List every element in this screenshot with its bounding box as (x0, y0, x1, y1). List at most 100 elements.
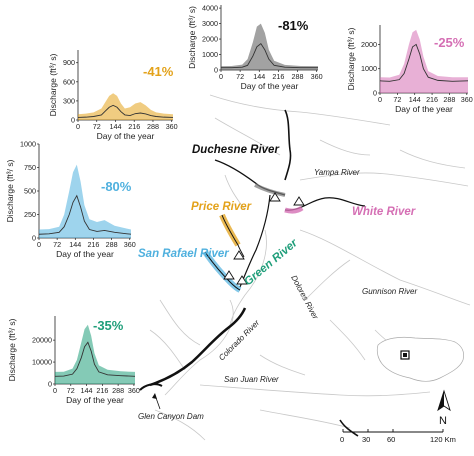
y-tick-label: 10000 (32, 358, 52, 367)
us-inset-map (376, 336, 464, 382)
median-line (221, 43, 318, 69)
gauge-triangle (269, 192, 281, 202)
study-area-fill (403, 353, 407, 357)
y-tick-label: 1000 (202, 50, 218, 59)
us-outline (376, 336, 464, 382)
median-line (77, 104, 174, 118)
study-area-box (400, 350, 410, 360)
white-river-gauge-band (284, 205, 304, 214)
x-tick-label: 0 (378, 95, 382, 104)
x-axis-label: Day of the year (395, 104, 453, 114)
label-san-rafael: San Rafael River (138, 248, 229, 260)
label-yampa: Yampa River (314, 168, 360, 177)
green-river-line (239, 194, 271, 288)
label-gunnison: Gunnison River (362, 287, 417, 296)
y-tick-label: 300 (63, 96, 75, 105)
x-tick-label: 360 (166, 122, 178, 131)
label-san-juan: San Juan River (224, 375, 279, 384)
san-rafael-river-line (204, 251, 241, 291)
x-axis-label: Day of the year (56, 249, 114, 259)
x-tick-label: 216 (96, 386, 108, 395)
y-tick-label: 2000 (361, 40, 377, 49)
median-line (379, 43, 469, 82)
discharge-band (221, 23, 318, 71)
y-tick-label: 1000 (20, 140, 36, 149)
y-tick-label: 0 (32, 234, 36, 243)
x-tick-label: 216 (272, 72, 284, 81)
x-tick-label: 360 (311, 72, 323, 81)
x-tick-label: 72 (93, 122, 101, 131)
x-tick-label: 144 (253, 72, 265, 81)
y-tick-label: 20000 (32, 336, 52, 345)
label-colorado: Colorado River (217, 318, 261, 362)
percent-change-label: -41% (143, 64, 174, 79)
x-tick-label: 288 (292, 72, 304, 81)
x-tick-label: 360 (461, 95, 473, 104)
x-tick-label: 216 (87, 240, 99, 249)
label-white: White River (352, 206, 416, 218)
x-tick-label: 216 (426, 95, 438, 104)
label-duchesne: Duchesne River (192, 144, 279, 156)
lake-powell-south (139, 383, 163, 391)
duchesne-upper-line (284, 109, 292, 181)
y-tick-label: 0 (71, 116, 75, 125)
percent-change-label: -35% (93, 318, 124, 333)
x-tick-label: 216 (128, 122, 140, 131)
y-axis-label: Discharge (ft³/ s) (346, 27, 356, 90)
x-tick-label: 360 (124, 240, 136, 249)
x-tick-label: 72 (236, 72, 244, 81)
discharge-band (78, 93, 173, 120)
x-tick-label: 144 (109, 122, 121, 131)
median-line (38, 194, 132, 235)
label-glen-canyon-dam: Glen Canyon Dam (138, 412, 204, 421)
dam-pointer-arrow (152, 393, 157, 399)
y-tick-label: 2000 (202, 35, 218, 44)
percent-change-label: -25% (434, 35, 465, 50)
x-axis-label: Day of the year (66, 395, 124, 405)
x-tick-label: 360 (128, 386, 140, 395)
scale-tick-30: 30 (362, 435, 370, 444)
scale-bar: 0 30 60 120 Km (340, 429, 456, 444)
price-river-line (221, 214, 245, 258)
chart-duchesne: 0 72 144 216 288 360 0 1000 2000 3000 4000 Day of t… (187, 4, 323, 91)
y-tick-label: 250 (24, 210, 36, 219)
x-tick-label: 144 (409, 95, 421, 104)
gauge-markers (223, 192, 305, 285)
duchesne-river-gauge-band (254, 183, 286, 197)
x-tick-label: 288 (147, 122, 159, 131)
y-axis-label: Discharge (ft³/ s) (187, 6, 197, 69)
discharge-band (39, 164, 131, 238)
x-tick-label: 0 (219, 72, 223, 81)
north-arrow-half (438, 391, 444, 410)
x-axis-label: Day of the year (97, 131, 155, 141)
scale-tick-60: 60 (387, 435, 395, 444)
y-tick-label: 1000 (361, 64, 377, 73)
y-tick-label: 4000 (202, 4, 218, 13)
x-tick-label: 0 (37, 240, 41, 249)
chart-san-rafael: 0 72 144 216 288 360 0 250 500 750 1000 Day of the … (5, 140, 136, 260)
percent-change-label: -81% (278, 18, 309, 33)
y-tick-label: 500 (24, 187, 36, 196)
y-tick-label: 900 (63, 58, 75, 67)
x-tick-label: 72 (67, 386, 75, 395)
discharge-band (380, 29, 468, 93)
chart-white: 0 72 144 216 288 360 0 1000 2000 Day of the year D… (346, 25, 473, 114)
y-axis-label: Discharge (ft³/ s) (7, 318, 17, 381)
y-tick-label: 0 (214, 66, 218, 75)
y-tick-label: 750 (24, 163, 36, 172)
discharge-band (55, 324, 135, 384)
x-tick-label: 72 (393, 95, 401, 104)
percent-change-label: -80% (101, 179, 132, 194)
y-tick-label: 600 (63, 77, 75, 86)
gauge-triangle (236, 275, 248, 285)
label-dolores: Dolores River (289, 274, 320, 321)
x-tick-label: 288 (106, 240, 118, 249)
x-tick-label: 72 (53, 240, 61, 249)
chart-price: 0 72 144 216 288 360 0 300 600 900 Day of the year… (48, 50, 178, 141)
y-axis-label: Discharge (ft³/ s) (48, 53, 58, 116)
y-tick-label: 0 (48, 380, 52, 389)
x-tick-label: 288 (443, 95, 455, 104)
